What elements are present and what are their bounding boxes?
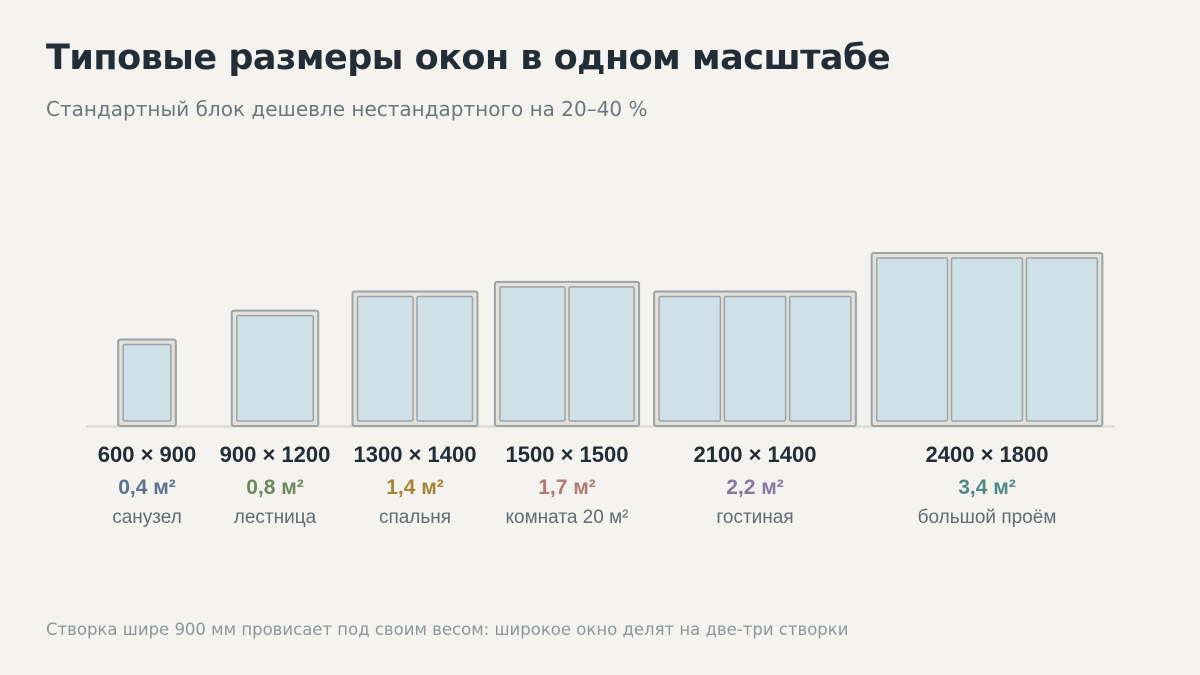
window-sash <box>723 295 787 422</box>
window-sash <box>568 286 635 422</box>
window-area-label: 1,7 м² <box>538 476 596 499</box>
window-area-label: 1,4 м² <box>386 476 444 499</box>
window-area-label: 0,4 м² <box>118 476 176 499</box>
window-size-label: 1500 × 1500 <box>506 442 629 467</box>
window-sash <box>499 286 566 422</box>
window-sash <box>788 295 852 422</box>
window-sash <box>658 295 722 422</box>
window-room-label: лестница <box>234 507 317 528</box>
window-sash <box>236 314 314 422</box>
window-sash <box>1025 257 1099 422</box>
window-room-label: гостиная <box>716 507 793 528</box>
page-title: Типовые размеры окон в одном масштабе <box>46 38 891 78</box>
window-room-label: санузел <box>112 507 182 528</box>
window-size-label: 2100 × 1400 <box>694 442 817 467</box>
footnote: Створка шире 900 мм провисает под своим … <box>46 620 849 639</box>
window-6: 2400 × 1800 3,4 м² большой проём <box>870 252 1104 528</box>
window-room-label: большой проём <box>918 507 1057 528</box>
windows-layer: 600 × 900 0,4 м² санузел 900 × 1200 0,8 м² ле… <box>98 252 1104 528</box>
window-sash <box>416 295 474 422</box>
window-area-label: 3,4 м² <box>958 476 1016 499</box>
window-size-label: 600 × 900 <box>98 442 196 467</box>
window-size-label: 2400 × 1800 <box>926 442 1049 467</box>
page-subtitle: Стандартный блок дешевле нестандартного … <box>46 97 648 121</box>
window-sash <box>356 295 414 422</box>
window-size-label: 900 × 1200 <box>220 442 331 467</box>
window-2: 900 × 1200 0,8 м² лестница <box>220 309 331 528</box>
window-4: 1500 × 1500 1,7 м² комната 20 м² <box>493 280 641 528</box>
window-area-label: 0,8 м² <box>246 476 304 499</box>
window-size-label: 1300 × 1400 <box>354 442 477 467</box>
window-sash <box>950 257 1024 422</box>
window-sash <box>875 257 949 422</box>
window-area-label: 2,2 м² <box>726 476 784 499</box>
window-sash <box>122 343 172 422</box>
window-3: 1300 × 1400 1,4 м² спальня <box>351 290 479 528</box>
window-1: 600 × 900 0,4 м² санузел <box>98 338 196 528</box>
window-room-label: спальня <box>379 507 451 528</box>
window-room-label: комната 20 м² <box>506 507 629 528</box>
window-5: 2100 × 1400 2,2 м² гостиная <box>653 290 857 528</box>
